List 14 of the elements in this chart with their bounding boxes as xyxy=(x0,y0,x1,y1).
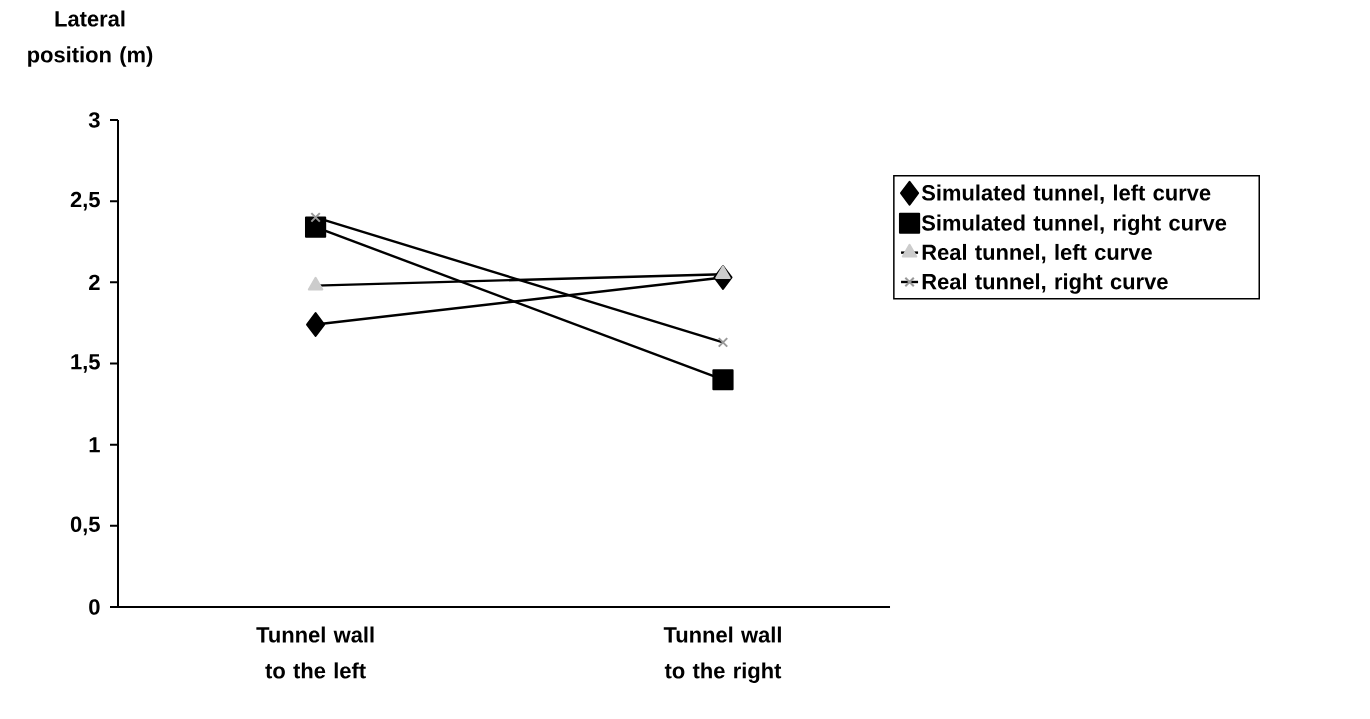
x-tick-label: Tunnel wall to the right xyxy=(663,626,782,683)
y-tick-label: 3 xyxy=(88,112,100,128)
y-axis-title: Lateral position (m) xyxy=(28,10,153,67)
y-tick-label: 1 xyxy=(89,437,100,453)
y-tick-label: 2 xyxy=(89,274,100,290)
legend-label: Simulated tunnel, right curve xyxy=(921,214,1227,236)
legend-label: Simulated tunnel, left curve xyxy=(921,184,1211,204)
y-tick-label: 2,5 xyxy=(70,191,100,211)
y-tick-label: 0,5 xyxy=(70,516,100,536)
x-tick-label: Tunnel wall to the left xyxy=(256,626,374,679)
y-tick-label: 1,5 xyxy=(71,354,100,373)
legend-label: Real tunnel, left curve xyxy=(922,243,1152,264)
legend-label: Real tunnel, right curve xyxy=(922,273,1168,294)
y-tick-label: 0 xyxy=(89,599,100,615)
